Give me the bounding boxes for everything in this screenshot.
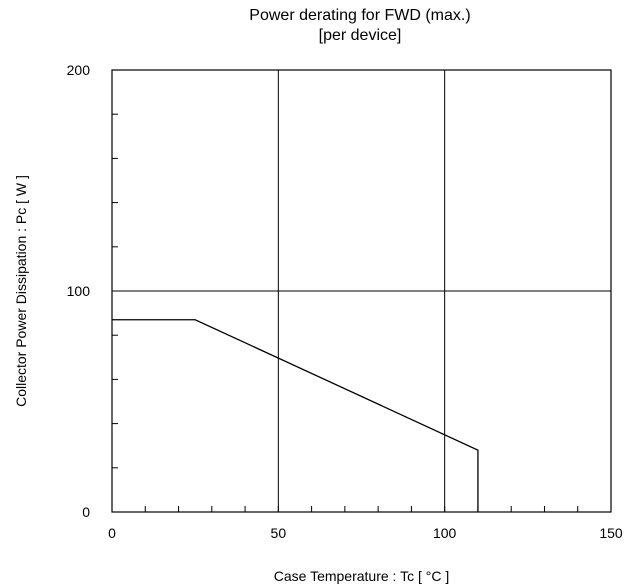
x-tick-label: 0	[108, 525, 116, 541]
y-tick-label: 100	[67, 283, 91, 299]
chart-title: Power derating for FWD (max.)	[249, 7, 471, 24]
grid-lines	[112, 70, 611, 512]
series-line	[112, 319, 479, 512]
x-axis-label: Case Temperature : Tc [ °C ]	[274, 568, 450, 584]
x-tick-label: 150	[599, 525, 623, 541]
series-layer	[112, 319, 479, 512]
y-tick-label: 200	[67, 62, 91, 78]
y-tick-label: 0	[82, 504, 90, 520]
x-tick-label: 50	[271, 525, 287, 541]
y-axis-label: Collector Power Dissipation : Pc [ W ]	[13, 175, 29, 407]
plot-frame	[111, 69, 612, 513]
x-tick-labels: 0 50 100 150	[108, 525, 623, 541]
minor-ticks	[112, 113, 579, 512]
y-tick-labels: 0 100 200	[67, 62, 91, 520]
chart-subtitle: [per device]	[318, 27, 402, 44]
x-tick-label: 100	[433, 525, 457, 541]
